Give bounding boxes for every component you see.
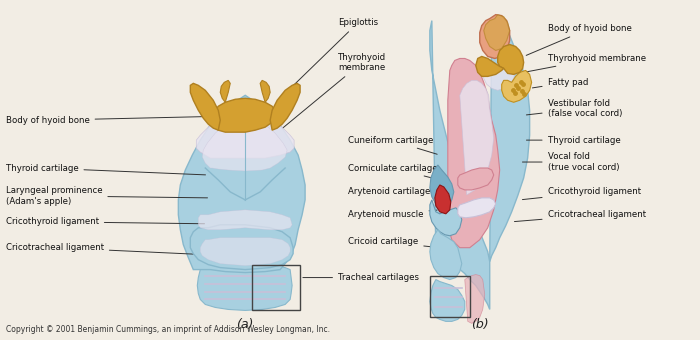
Polygon shape: [465, 275, 484, 323]
Polygon shape: [430, 200, 462, 236]
Polygon shape: [430, 21, 490, 309]
Text: (b): (b): [471, 318, 489, 331]
Polygon shape: [480, 15, 510, 58]
Text: Body of hyoid bone: Body of hyoid bone: [526, 24, 631, 55]
Text: Arytenoid cartilage: Arytenoid cartilage: [348, 187, 437, 200]
Text: Cricotracheal ligament: Cricotracheal ligament: [514, 210, 645, 222]
Text: Cricothyroid ligament: Cricothyroid ligament: [522, 187, 641, 200]
Text: Copyright © 2001 Benjamin Cummings, an imprint of Addison Wesley Longman, Inc.: Copyright © 2001 Benjamin Cummings, an i…: [6, 325, 330, 334]
Polygon shape: [196, 108, 294, 158]
Polygon shape: [484, 63, 516, 90]
Polygon shape: [200, 238, 290, 266]
Polygon shape: [190, 225, 293, 270]
Polygon shape: [484, 15, 510, 51]
Polygon shape: [430, 165, 454, 208]
Text: (a): (a): [237, 318, 254, 331]
Polygon shape: [197, 264, 292, 310]
Text: Thyrohyoid
membrane: Thyrohyoid membrane: [282, 53, 386, 129]
Polygon shape: [270, 83, 300, 130]
Text: Cricotracheal ligament: Cricotracheal ligament: [6, 243, 202, 255]
Polygon shape: [502, 70, 531, 102]
Text: Laryngeal prominence
(Adam's apple): Laryngeal prominence (Adam's apple): [6, 186, 207, 206]
Text: Cricoid cartilage: Cricoid cartilage: [348, 237, 437, 248]
Bar: [430, 275, 470, 318]
Polygon shape: [458, 198, 496, 218]
Polygon shape: [498, 45, 524, 74]
Text: Body of hyoid bone: Body of hyoid bone: [6, 116, 220, 125]
Polygon shape: [435, 185, 451, 214]
Polygon shape: [198, 210, 292, 230]
Polygon shape: [458, 168, 493, 190]
Polygon shape: [430, 279, 465, 321]
Text: Fatty pad: Fatty pad: [533, 78, 588, 88]
Polygon shape: [190, 83, 220, 130]
Polygon shape: [476, 56, 504, 76]
Text: Epiglottis: Epiglottis: [282, 18, 378, 96]
Polygon shape: [260, 80, 270, 102]
Polygon shape: [220, 80, 230, 102]
Polygon shape: [214, 98, 275, 132]
Text: Cuneiform cartilage: Cuneiform cartilage: [348, 136, 438, 154]
Text: Corniculate cartilage: Corniculate cartilage: [348, 164, 438, 179]
Text: Thyrohyoid membrane: Thyrohyoid membrane: [526, 54, 645, 72]
Polygon shape: [460, 80, 494, 195]
Polygon shape: [448, 58, 500, 248]
Polygon shape: [178, 95, 305, 273]
Text: Tracheal cartilages: Tracheal cartilages: [303, 273, 419, 282]
Polygon shape: [430, 230, 462, 279]
Bar: [252, 265, 300, 310]
Text: Vestibular fold
(false vocal cord): Vestibular fold (false vocal cord): [526, 99, 622, 118]
Text: Cricothyroid ligament: Cricothyroid ligament: [6, 217, 204, 226]
Text: Thyroid cartilage: Thyroid cartilage: [526, 136, 620, 144]
Text: Thyroid cartilage: Thyroid cartilage: [6, 164, 206, 175]
Polygon shape: [490, 21, 530, 261]
Text: Vocal fold
(true vocal cord): Vocal fold (true vocal cord): [522, 152, 619, 172]
Text: Arytenoid muscle: Arytenoid muscle: [348, 210, 437, 219]
Polygon shape: [202, 115, 287, 171]
